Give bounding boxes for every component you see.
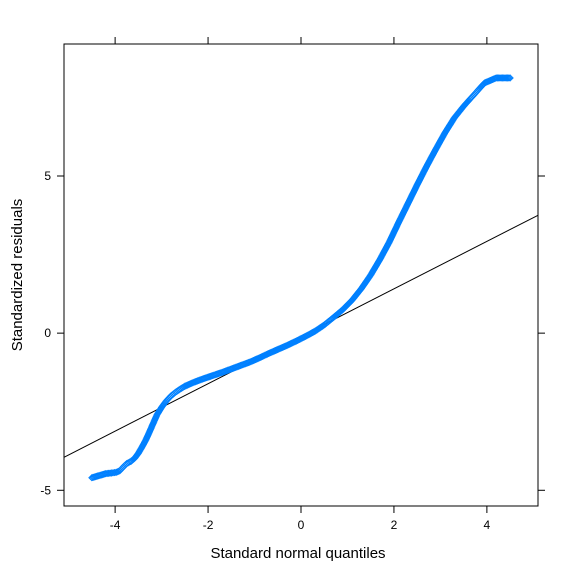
x-tick-label-0: -4 [110,518,121,532]
data-points [88,74,514,482]
x-tick-label-2: 0 [298,518,305,532]
x-tick-label-1: -2 [203,518,214,532]
x-tick-label-3: 2 [391,518,398,532]
plot-panel-border [63,43,539,507]
y-tick-label-2: 5 [44,169,51,183]
x-tick-label-4: 4 [484,518,491,532]
x-axis-title: Standard normal quantiles [210,545,385,562]
y-tick-label-1: 0 [44,326,51,340]
y-tick-label-0: -5 [40,483,51,497]
data-point [506,74,514,82]
data-point [110,468,119,477]
y-axis-title: Standardized residuals [9,199,26,352]
data-point [112,468,120,477]
axis-ticks [57,37,545,513]
data-point [503,74,512,82]
data-point [120,461,129,470]
tick-labels: -4 -2 0 2 4 -5 0 5 [40,169,490,532]
data-point [505,74,513,82]
